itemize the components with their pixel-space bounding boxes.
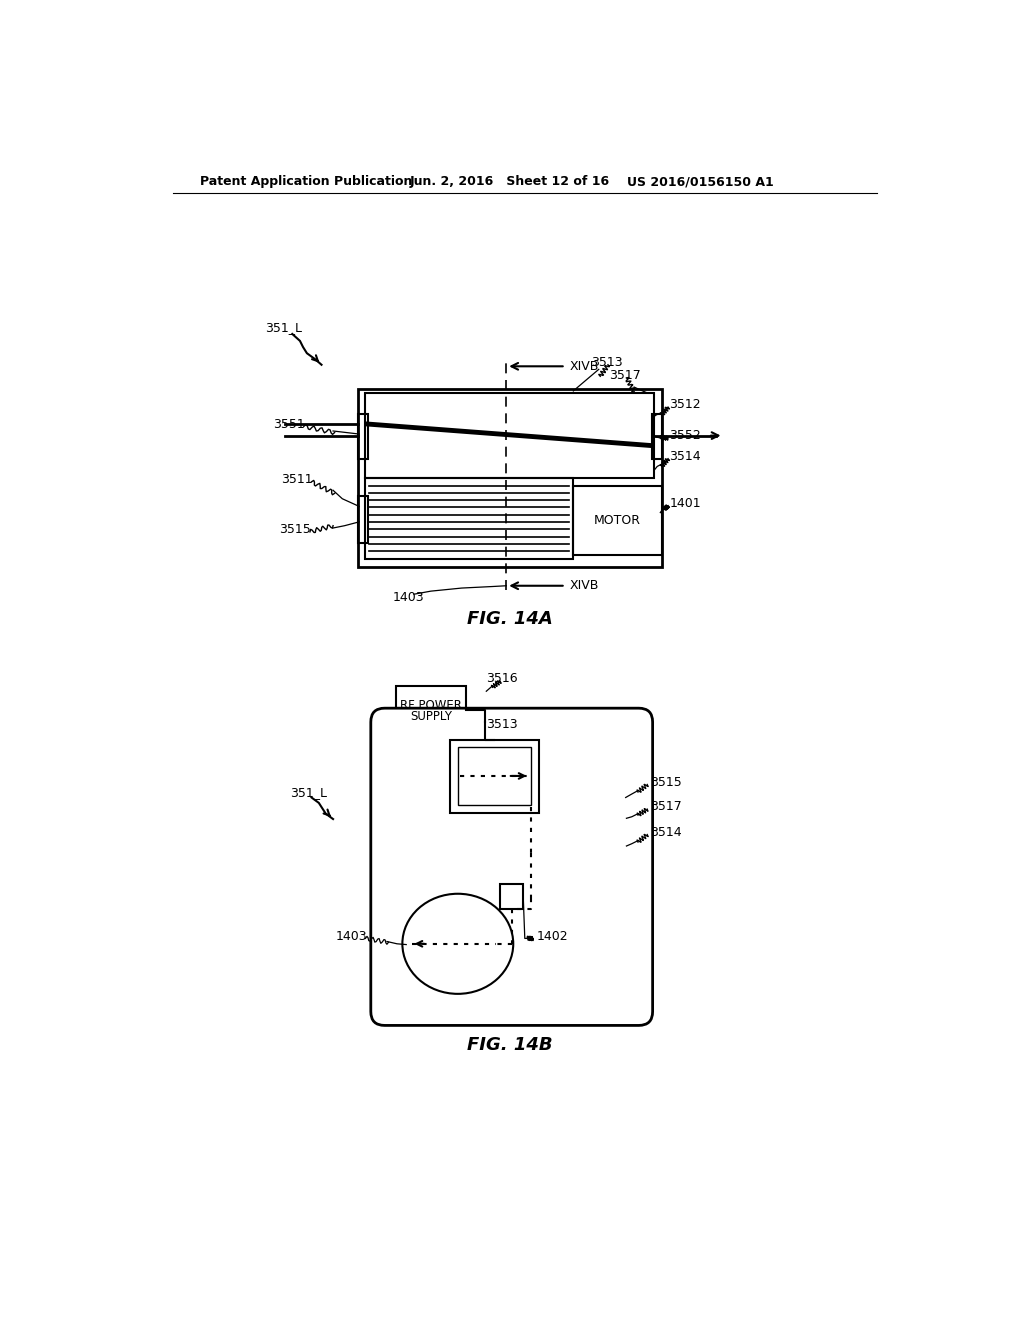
Text: 1402: 1402 [537,929,568,942]
Text: XIVB: XIVB [569,579,599,593]
Text: 351_L: 351_L [290,785,327,799]
Polygon shape [500,884,523,909]
Text: 1403: 1403 [392,591,424,603]
Text: MOTOR: MOTOR [594,513,641,527]
FancyBboxPatch shape [371,708,652,1026]
Text: 3512: 3512 [670,399,701,412]
Text: 3517: 3517 [609,370,641,381]
Text: 351_L: 351_L [265,321,302,334]
Text: 3552: 3552 [670,429,701,442]
Text: 3513: 3513 [486,718,518,731]
Text: FIG. 14A: FIG. 14A [467,610,552,628]
Text: Patent Application Publication: Patent Application Publication [200,176,413,187]
Text: 3515: 3515 [280,523,311,536]
Text: RF POWER: RF POWER [400,698,462,711]
Text: 3514: 3514 [670,450,701,463]
Text: 1401: 1401 [670,496,701,510]
Text: 3551: 3551 [273,417,305,430]
Text: 3511: 3511 [281,473,312,486]
Text: 3517: 3517 [650,800,682,813]
Text: Jun. 2, 2016   Sheet 12 of 16: Jun. 2, 2016 Sheet 12 of 16 [410,176,609,187]
Text: 3516: 3516 [486,672,518,685]
Text: 3515: 3515 [650,776,682,788]
Text: 3514: 3514 [650,825,682,838]
Text: US 2016/0156150 A1: US 2016/0156150 A1 [628,176,774,187]
Polygon shape [451,739,539,813]
Text: FIG. 14B: FIG. 14B [467,1036,552,1055]
Text: SUPPLY: SUPPLY [410,710,452,723]
Text: 1403: 1403 [336,929,368,942]
Text: XIVB: XIVB [569,360,599,372]
Text: 3513: 3513 [591,356,623,370]
Polygon shape [451,739,539,813]
